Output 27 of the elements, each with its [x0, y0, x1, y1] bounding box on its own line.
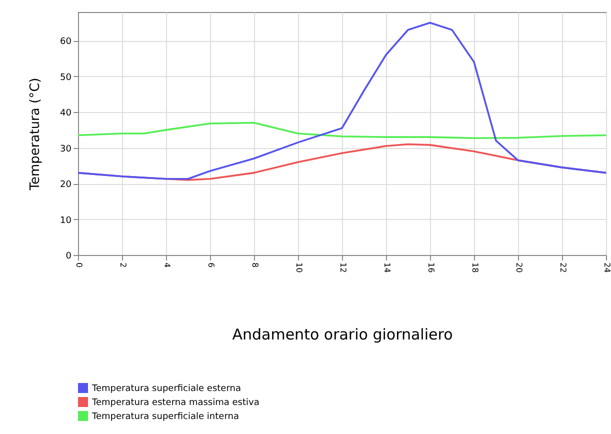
x-tick-label: 24: [602, 262, 611, 273]
x-tick-label: 8: [250, 262, 260, 268]
x-tick-label: 6: [206, 262, 216, 268]
x-axis-title: Andamento orario giornaliero: [232, 326, 453, 344]
x-tick-label: 12: [338, 262, 348, 273]
x-tick-label: 22: [558, 262, 568, 273]
line-series: [77, 22, 607, 180]
y-tick-label: 50: [60, 72, 72, 83]
legend-label: Temperatura superficiale interna: [91, 412, 239, 422]
y-tick-label: 60: [60, 37, 72, 48]
x-tick-label: 4: [162, 262, 172, 268]
x-tick-label: 2: [118, 262, 128, 268]
y-axis-title: Temperatura (°C): [28, 78, 44, 192]
y-tick-label: 30: [60, 144, 72, 154]
legend-label: Temperatura superficiale esterna: [91, 384, 241, 394]
legend-label: Temperatura esterna massima estiva: [91, 398, 260, 408]
x-tick-label: 10: [294, 262, 304, 273]
y-tick-label: 40: [60, 108, 72, 119]
x-tick-label: 14: [382, 262, 392, 273]
y-tick-label: 10: [60, 216, 72, 226]
x-tick-label: 18: [470, 262, 480, 273]
y-tick-label: 20: [60, 180, 72, 190]
x-tick-label: 0: [74, 262, 84, 268]
x-tick-label: 20: [514, 262, 524, 273]
x-tick-label: 16: [426, 262, 436, 273]
line-series: [77, 122, 607, 140]
y-tick-label: 0: [66, 252, 72, 262]
